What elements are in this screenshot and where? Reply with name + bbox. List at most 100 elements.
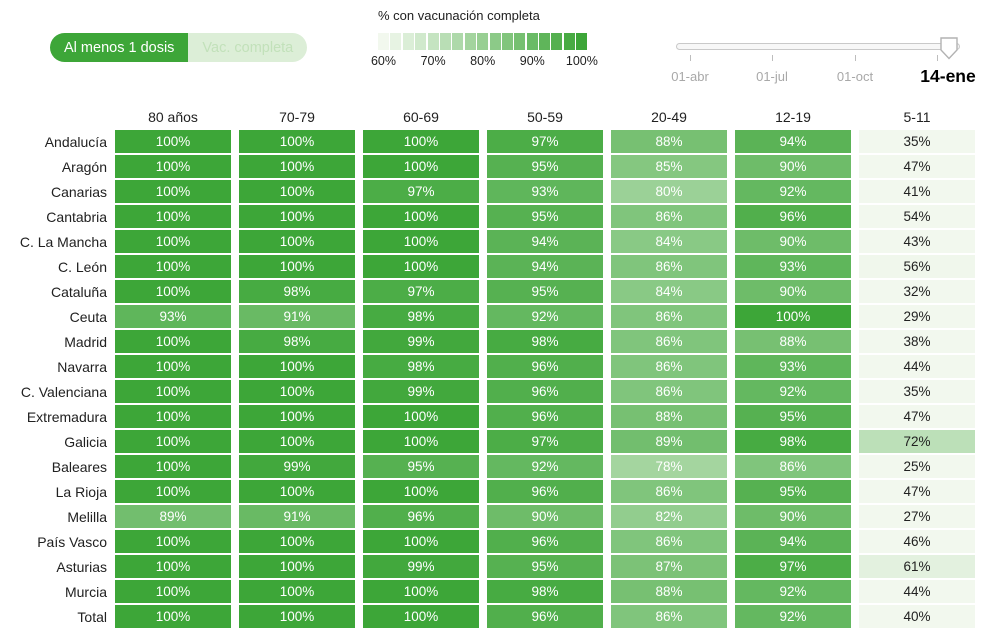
slider-date-label: 01-jul — [756, 69, 788, 84]
heatmap-cell: 40% — [859, 605, 975, 628]
heatmap-cell: 25% — [859, 455, 975, 478]
dose-toggle: Al menos 1 dosis Vac. completa — [50, 33, 308, 62]
heatmap-cell: 89% — [115, 505, 231, 528]
slider-track[interactable] — [676, 43, 960, 50]
row-label: País Vasco — [37, 533, 107, 550]
heatmap-cell: 97% — [363, 280, 479, 303]
heatmap-cell: 100% — [115, 480, 231, 503]
heatmap-cell: 84% — [611, 230, 727, 253]
heatmap-cell: 47% — [859, 480, 975, 503]
legend-swatch — [501, 33, 513, 50]
heatmap-cell: 93% — [115, 305, 231, 328]
heatmap-cell: 96% — [487, 405, 603, 428]
heatmap-cell: 88% — [735, 330, 851, 353]
legend-tick-label: 90% — [519, 54, 545, 68]
row-label: Madrid — [64, 333, 107, 350]
heatmap-cell: 100% — [363, 230, 479, 253]
legend-swatch — [378, 33, 389, 50]
heatmap-cell: 86% — [611, 380, 727, 403]
toggle-option-full-vaccination[interactable]: Vac. completa — [188, 33, 308, 62]
legend-swatch — [563, 33, 575, 50]
heatmap-cell: 86% — [611, 205, 727, 228]
heatmap-cell: 100% — [115, 205, 231, 228]
heatmap-cell: 100% — [363, 605, 479, 628]
heatmap-cell: 98% — [487, 580, 603, 603]
legend-swatch — [526, 33, 538, 50]
heatmap-cell: 84% — [611, 280, 727, 303]
heatmap-cell: 98% — [363, 355, 479, 378]
legend-swatch — [539, 33, 551, 50]
heatmap-cell: 88% — [611, 580, 727, 603]
legend-axis-labels: 60% 70% 80% 90% 100% — [371, 54, 598, 70]
heatmap-cell: 92% — [487, 305, 603, 328]
heatmap-cell: 100% — [115, 255, 231, 278]
slider-handle[interactable] — [940, 37, 958, 60]
heatmap-cell: 95% — [735, 405, 851, 428]
heatmap-cell: 98% — [239, 330, 355, 353]
legend-swatch — [514, 33, 526, 50]
legend-tick-label: 100% — [565, 54, 598, 68]
legend-swatch — [415, 33, 427, 50]
heatmap-cell: 56% — [859, 255, 975, 278]
legend-swatch — [489, 33, 501, 50]
column-header: 20-49 — [651, 109, 687, 125]
heatmap-cell: 93% — [735, 255, 851, 278]
heatmap-cell: 95% — [487, 205, 603, 228]
heatmap-cell: 46% — [859, 530, 975, 553]
heatmap-cell: 47% — [859, 155, 975, 178]
legend-swatch — [427, 33, 439, 50]
slider-tick-mark — [855, 55, 856, 61]
heatmap-cell: 92% — [735, 580, 851, 603]
legend-tick-label: 70% — [420, 54, 446, 68]
row-label: Andalucía — [44, 133, 107, 150]
heatmap-cell: 91% — [239, 305, 355, 328]
heatmap-cell: 98% — [239, 280, 355, 303]
heatmap-cell: 90% — [735, 155, 851, 178]
heatmap-cell: 100% — [115, 555, 231, 578]
heatmap-cell: 97% — [363, 180, 479, 203]
row-label: Baleares — [51, 458, 107, 475]
table-corner — [0, 104, 107, 128]
slider-current-date: 14-ene — [920, 66, 976, 86]
date-slider: 01-abr 01-jul 01-oct 14-ene — [671, 36, 976, 94]
heatmap-cell: 100% — [735, 305, 851, 328]
heatmap-cell: 29% — [859, 305, 975, 328]
heatmap-cell: 100% — [239, 380, 355, 403]
row-label: Galicia — [64, 433, 107, 450]
heatmap-cell: 100% — [239, 555, 355, 578]
heatmap-cell: 94% — [487, 230, 603, 253]
slider-date-label: 01-oct — [836, 69, 874, 84]
heatmap-cell: 96% — [487, 530, 603, 553]
heatmap-cell: 86% — [611, 480, 727, 503]
column-header: 12-19 — [775, 109, 811, 125]
heatmap-cell: 100% — [363, 130, 479, 153]
heatmap-cell: 100% — [239, 255, 355, 278]
heatmap-cell: 100% — [363, 580, 479, 603]
heatmap-cell: 86% — [611, 355, 727, 378]
heatmap-cell: 100% — [115, 355, 231, 378]
heatmap-cell: 54% — [859, 205, 975, 228]
heatmap-cell: 85% — [611, 155, 727, 178]
heatmap-cell: 61% — [859, 555, 975, 578]
heatmap-cell: 100% — [115, 180, 231, 203]
heatmap-cell: 96% — [487, 480, 603, 503]
row-label: Total — [77, 608, 107, 625]
heatmap-cell: 78% — [611, 455, 727, 478]
heatmap-cell: 100% — [363, 430, 479, 453]
heatmap-cell: 100% — [239, 430, 355, 453]
heatmap-cell: 97% — [735, 555, 851, 578]
heatmap-cell: 97% — [487, 430, 603, 453]
heatmap-cell: 98% — [735, 430, 851, 453]
heatmap-cell: 100% — [115, 430, 231, 453]
heatmap-cell: 96% — [363, 505, 479, 528]
toggle-option-at-least-1-dose[interactable]: Al menos 1 dosis — [50, 33, 189, 62]
row-label: C. Valenciana — [20, 383, 107, 400]
heatmap-cell: 95% — [735, 480, 851, 503]
heatmap-cell: 100% — [363, 255, 479, 278]
heatmap-cell: 86% — [611, 330, 727, 353]
legend-tick-label: 80% — [470, 54, 496, 68]
heatmap-cell: 100% — [239, 205, 355, 228]
row-label: Aragón — [61, 158, 107, 175]
row-label: La Rioja — [55, 483, 107, 500]
